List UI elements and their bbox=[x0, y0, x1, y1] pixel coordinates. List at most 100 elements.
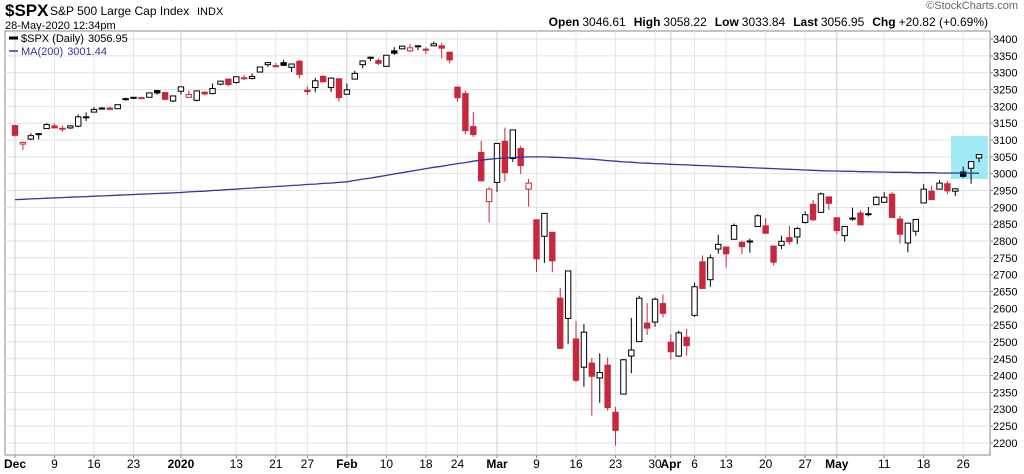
quote-value: +20.82 (+0.69%) bbox=[899, 15, 988, 29]
quote-label: Chg bbox=[872, 15, 895, 29]
x-tick-label: 26 bbox=[957, 457, 971, 471]
y-tick-label: 3200 bbox=[993, 101, 1017, 113]
y-tick-label: 3000 bbox=[993, 169, 1017, 181]
candle-body bbox=[430, 43, 437, 47]
candle-body bbox=[201, 91, 208, 95]
candle-body bbox=[904, 222, 912, 244]
candle-body bbox=[272, 65, 279, 68]
candle-body bbox=[825, 196, 833, 204]
candle-body bbox=[912, 218, 919, 232]
y-tick-label: 3250 bbox=[993, 85, 1017, 97]
x-tick-label: 23 bbox=[127, 457, 141, 471]
candle-body bbox=[873, 196, 880, 206]
candle-body bbox=[233, 76, 240, 83]
candle-body bbox=[454, 86, 461, 99]
quote-value: 3033.84 bbox=[742, 15, 786, 29]
candle-body bbox=[193, 90, 200, 101]
candle-body bbox=[636, 297, 643, 343]
quote-label: Last bbox=[793, 15, 818, 29]
candle-body bbox=[177, 86, 185, 92]
candle-body bbox=[691, 286, 698, 316]
candle-body bbox=[414, 45, 422, 48]
candle-body bbox=[967, 161, 975, 169]
candle-body bbox=[343, 89, 351, 95]
y-tick-label: 3300 bbox=[993, 68, 1017, 80]
candle-body bbox=[51, 125, 58, 129]
candle-body bbox=[367, 56, 374, 59]
candle-body bbox=[533, 219, 540, 260]
y-tick-label: 2900 bbox=[993, 202, 1017, 214]
candle-body bbox=[462, 93, 469, 132]
candle-body bbox=[493, 142, 501, 183]
candle-body bbox=[327, 77, 335, 89]
quote-label: Open bbox=[549, 15, 580, 29]
candle-body bbox=[288, 63, 295, 68]
candle-body bbox=[264, 62, 272, 66]
candle-body bbox=[975, 154, 983, 159]
quote-value: 3058.22 bbox=[663, 15, 707, 29]
candle-body bbox=[809, 203, 817, 221]
grid: 2200 2250 2300 2350 2400 2450 2500 2550 2600 2650… bbox=[4, 31, 1017, 471]
legend-value: 3001.44 bbox=[67, 46, 107, 58]
candle-body bbox=[959, 171, 967, 177]
y-tick-label: 3100 bbox=[993, 135, 1017, 147]
y-tick-label: 3400 bbox=[993, 34, 1017, 46]
candle-body bbox=[849, 217, 856, 220]
candle-body bbox=[746, 240, 754, 243]
candle-body bbox=[944, 183, 951, 192]
y-tick-label: 2450 bbox=[993, 354, 1017, 366]
candle-body bbox=[952, 188, 959, 192]
candle-body bbox=[351, 72, 358, 80]
quote-value: 3046.61 bbox=[582, 15, 626, 29]
candle-body bbox=[557, 297, 564, 349]
legend-value: 3056.95 bbox=[88, 33, 128, 45]
candle-body bbox=[11, 125, 19, 136]
candle-body bbox=[564, 270, 572, 319]
candle-body bbox=[683, 336, 690, 347]
legend-entry: $SPX (Daily) 3056.95 bbox=[21, 33, 128, 45]
y-tick-label: 2950 bbox=[993, 186, 1017, 198]
candle-body bbox=[857, 212, 864, 226]
y-tick-label: 2300 bbox=[993, 404, 1017, 416]
x-tick-label: May bbox=[825, 457, 849, 471]
candle-body bbox=[817, 193, 825, 213]
x-tick-label: Feb bbox=[336, 457, 357, 471]
y-tick-label: 2200 bbox=[993, 438, 1017, 450]
x-tick-label: 13 bbox=[719, 457, 733, 471]
candle-body bbox=[651, 298, 659, 323]
candle-body bbox=[67, 125, 74, 129]
watermark: ©StockCharts.com bbox=[926, 0, 1018, 12]
candle-body bbox=[422, 48, 430, 51]
candle-body bbox=[801, 214, 809, 223]
candle-body bbox=[549, 231, 556, 262]
y-tick-label: 2250 bbox=[993, 421, 1017, 433]
x-tick-label: 30 bbox=[648, 457, 662, 471]
index-name: S&P 500 Large Cap Index bbox=[50, 4, 189, 18]
candle-body bbox=[27, 135, 35, 140]
candle-body bbox=[667, 341, 675, 353]
candle-body bbox=[256, 66, 264, 73]
x-tick-label: 9 bbox=[51, 457, 58, 471]
symbol: $SPX bbox=[5, 1, 49, 20]
candle-body bbox=[185, 94, 193, 98]
y-tick-label: 2350 bbox=[993, 387, 1017, 399]
y-tick-label: 2800 bbox=[993, 236, 1017, 248]
candle-body bbox=[280, 62, 287, 66]
candle-body bbox=[59, 127, 66, 130]
x-tick-label: Mar bbox=[486, 457, 508, 471]
x-tick-label: 16 bbox=[569, 457, 583, 471]
candle-body bbox=[312, 80, 319, 89]
candle-body bbox=[920, 188, 927, 204]
candle-body bbox=[114, 104, 121, 110]
candle-body bbox=[398, 45, 406, 50]
candle-body bbox=[406, 47, 414, 52]
y-tick-label: 2750 bbox=[993, 253, 1017, 265]
ma-line bbox=[14, 156, 980, 201]
candle-body bbox=[770, 245, 777, 263]
candle-body bbox=[730, 225, 738, 240]
candle-body bbox=[240, 77, 248, 80]
x-tick-label: 18 bbox=[917, 457, 931, 471]
candle-body bbox=[154, 90, 161, 94]
x-tick-label: 16 bbox=[87, 457, 101, 471]
